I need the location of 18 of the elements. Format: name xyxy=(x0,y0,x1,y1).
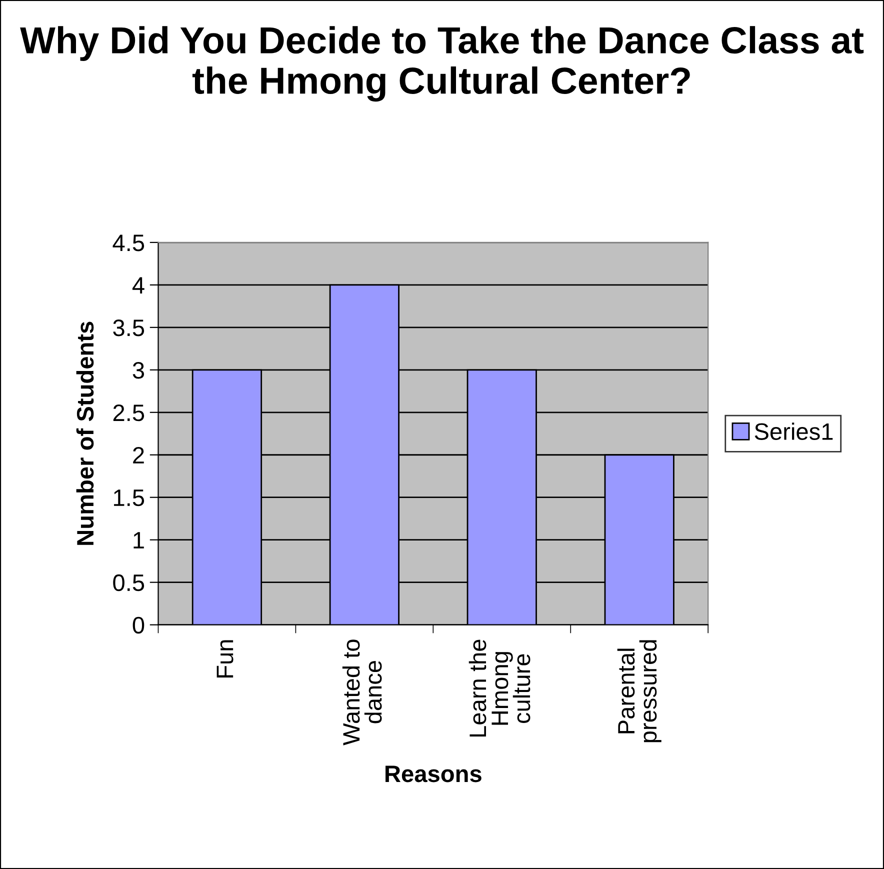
y-tick-label: 1.5 xyxy=(114,490,144,506)
y-tick-label: 3.5 xyxy=(113,319,144,336)
x-tick-label: Parental pressured xyxy=(617,640,662,742)
y-tick-label: 1 xyxy=(134,532,144,548)
y-tick-label: 4.5 xyxy=(112,234,144,252)
x-tick-label: Fun xyxy=(216,640,234,678)
y-axis-title: Number of Students xyxy=(76,322,94,545)
x-tick-label: Wanted to dance xyxy=(342,640,382,746)
y-tick-label: 4 xyxy=(132,277,144,294)
legend-label: Series1 xyxy=(754,422,833,440)
x-axis-title: Reasons xyxy=(386,766,482,782)
x-tick-label: Learn the Hmong culture xyxy=(468,640,530,737)
y-tick-label: 2.5 xyxy=(113,404,144,422)
y-tick-label: 0.5 xyxy=(113,574,144,592)
y-tick-label: 2 xyxy=(133,446,144,464)
chart-title: Why Did You Decide to Take the Dance Class at the Hmong Cultural Center? xyxy=(20,26,864,102)
y-tick-label: 0 xyxy=(132,616,144,634)
y-tick-label: 3 xyxy=(132,362,144,379)
